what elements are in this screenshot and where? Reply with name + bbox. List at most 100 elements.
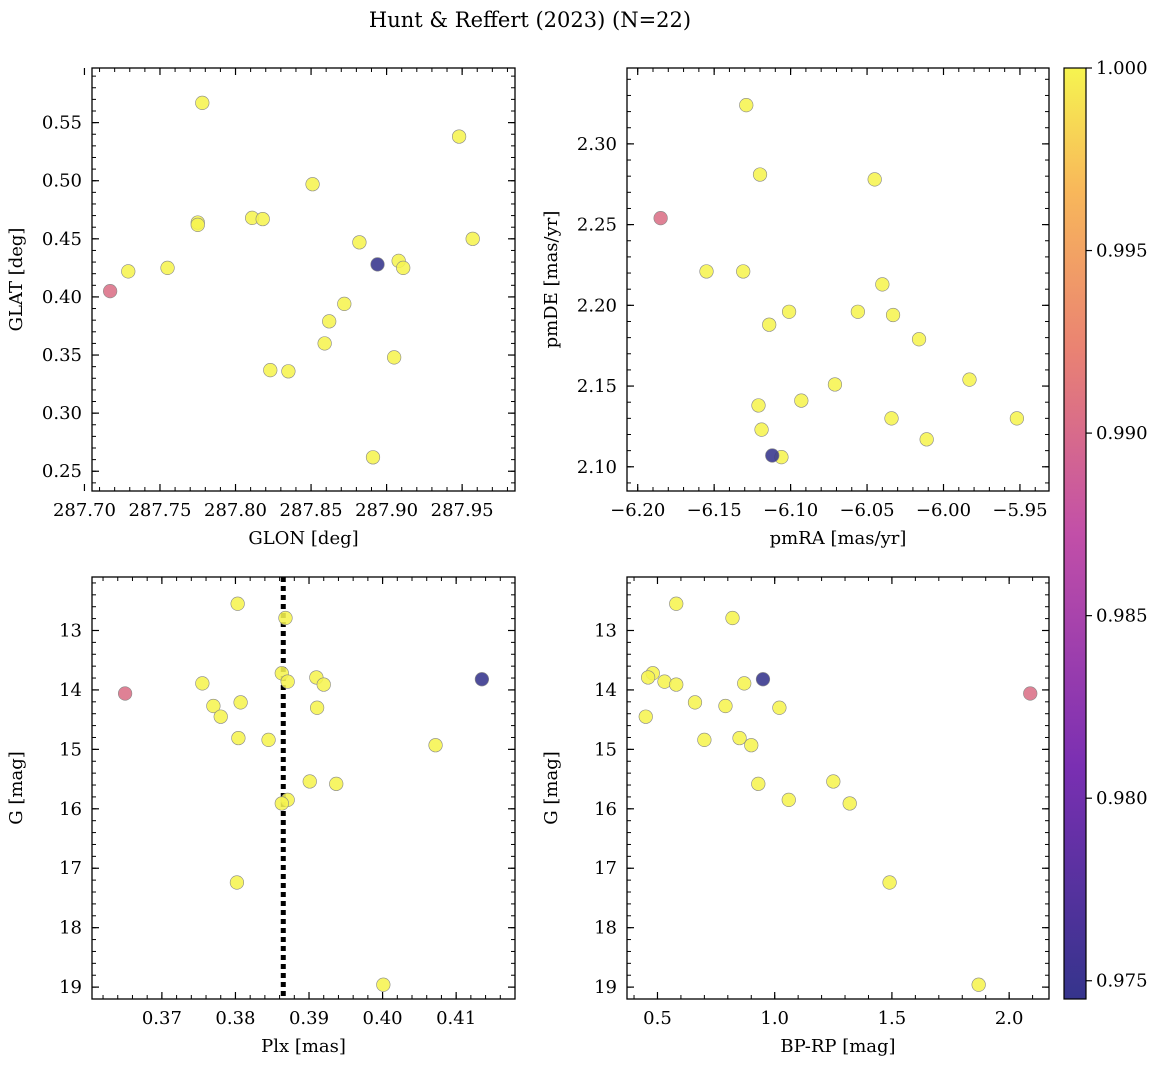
- scatter-point: [261, 732, 276, 747]
- colorbar-tick-label: 0.990: [1096, 423, 1148, 444]
- scatter-point: [699, 264, 714, 279]
- panel-bprp-g: 0.5 1.0 1.5 2.0 13 14 15 16 17 18 19 BP-RP [mag] G […: [541, 576, 1050, 1057]
- y-tick-label: 0.45: [42, 229, 82, 250]
- x-tick-label: 287.75: [128, 500, 191, 521]
- y-tick-label: 0.35: [42, 345, 82, 366]
- scatter-point: [376, 977, 391, 992]
- scatter-point: [919, 432, 934, 447]
- y-tick-label: 0.25: [42, 461, 82, 482]
- y-tick-label: 0.30: [42, 403, 82, 424]
- scatter-point: [329, 776, 344, 791]
- x-tick-label: 0.5: [643, 1008, 672, 1029]
- scatter-point: [452, 129, 467, 144]
- scatter-point: [195, 676, 210, 691]
- axes-frame: [91, 67, 516, 492]
- scatter-point: [687, 695, 703, 710]
- scatter-point: [762, 317, 777, 332]
- scatter-point: [465, 231, 480, 246]
- scatter-point: [310, 700, 325, 715]
- x-tick-label: 0.38: [215, 1008, 255, 1029]
- y-tick-label: 0.50: [42, 171, 82, 192]
- scatter-point: [669, 596, 684, 611]
- scatter-point: [826, 774, 841, 789]
- y-axis-label: GLAT [deg]: [6, 228, 27, 332]
- scatter-point: [765, 448, 780, 463]
- y-tick-label: 2.15: [577, 376, 617, 397]
- y-tick-label: 18: [59, 918, 82, 939]
- y-tick-label: 15: [594, 739, 617, 760]
- x-tick-label: −6.10: [763, 500, 818, 521]
- scatter-point: [732, 730, 747, 746]
- colorbar-frame: [1063, 67, 1087, 1000]
- scatter-point: [281, 364, 296, 379]
- scatter-point: [387, 350, 402, 365]
- scatter-point: [842, 796, 857, 811]
- x-tick-label: −6.15: [687, 500, 742, 521]
- y-tick-label: 2.20: [577, 295, 617, 316]
- y-tick-label: 2.30: [577, 134, 617, 155]
- axes-frame: [626, 576, 1050, 1000]
- y-tick-label: 13: [594, 620, 617, 641]
- x-axis-label: BP-RP [mag]: [780, 1036, 895, 1057]
- scatter-point: [697, 732, 712, 747]
- colorbar-tick-label: 0.980: [1096, 788, 1148, 809]
- scatter-point: [118, 686, 133, 701]
- y-tick-label: 14: [59, 680, 82, 701]
- scatter-point: [736, 264, 751, 279]
- x-tick-label: 1.0: [760, 1008, 789, 1029]
- x-axis-label: pmRA [mas/yr]: [770, 528, 907, 549]
- scatter-point: [884, 411, 899, 426]
- panel-pmra-pmde: −6.20 −6.15 −6.10 −6.05 −6.00 −5.95 2.10 2.15 2.…: [541, 67, 1050, 549]
- x-tick-label: 0.37: [142, 1008, 182, 1029]
- colorbar-tick-label: 0.995: [1096, 241, 1148, 262]
- x-tick-label: −6.05: [839, 500, 894, 521]
- scatter-point: [794, 393, 809, 408]
- figure-title: Hunt & Reffert (2023) (N=22): [369, 8, 691, 32]
- y-tick-label: 0.40: [42, 287, 82, 308]
- x-tick-label: 287.95: [431, 500, 494, 521]
- y-tick-label: 19: [59, 977, 82, 998]
- scatter-point: [274, 796, 289, 811]
- x-tick-label: 287.70: [53, 500, 116, 521]
- scatter-point: [638, 709, 653, 724]
- scatter-point: [751, 776, 766, 791]
- scatter-point: [882, 875, 897, 890]
- scatter-point: [233, 695, 248, 710]
- scatter-point: [718, 698, 733, 714]
- scatter-point: [206, 698, 221, 714]
- scatter-point: [867, 172, 882, 187]
- scatter-point: [160, 260, 175, 275]
- scatter-point: [653, 211, 668, 226]
- scatter-point: [755, 672, 771, 687]
- x-tick-label: −6.00: [916, 500, 971, 521]
- x-axis-label: Plx [mas]: [261, 1036, 346, 1057]
- colorbar-tick-label: 1.000: [1096, 58, 1148, 79]
- scatter-point: [911, 332, 927, 347]
- scatter-point: [474, 672, 489, 687]
- x-tick-label: 287.80: [204, 500, 267, 521]
- scatter-point: [737, 676, 752, 691]
- y-axis-label: pmDE [mas/yr]: [541, 211, 562, 349]
- scatter-point: [229, 875, 245, 890]
- scatter-point: [121, 264, 136, 279]
- x-tick-label: 0.40: [363, 1008, 403, 1029]
- scatter-point: [190, 217, 205, 232]
- scatter-point: [752, 167, 768, 182]
- scatter-point: [751, 398, 766, 413]
- y-tick-label: 17: [59, 858, 82, 879]
- scatter-point: [885, 307, 901, 323]
- scatter-point: [352, 235, 367, 250]
- x-tick-label: 287.85: [280, 500, 343, 521]
- scatter-point: [255, 211, 270, 227]
- scatter-point: [365, 450, 381, 465]
- scatter-point: [396, 260, 411, 275]
- scatter-point: [669, 677, 684, 692]
- scatter-point: [971, 977, 986, 992]
- scatter-point: [875, 277, 890, 292]
- scatter-point: [230, 596, 245, 611]
- scatter-point: [827, 377, 843, 392]
- colorbar: 0.975 0.980 0.985 0.990 0.995 1.000: [1063, 58, 1148, 1000]
- scatter-point: [850, 304, 865, 319]
- scatter-point: [781, 304, 797, 319]
- x-tick-label: 1.5: [878, 1008, 907, 1029]
